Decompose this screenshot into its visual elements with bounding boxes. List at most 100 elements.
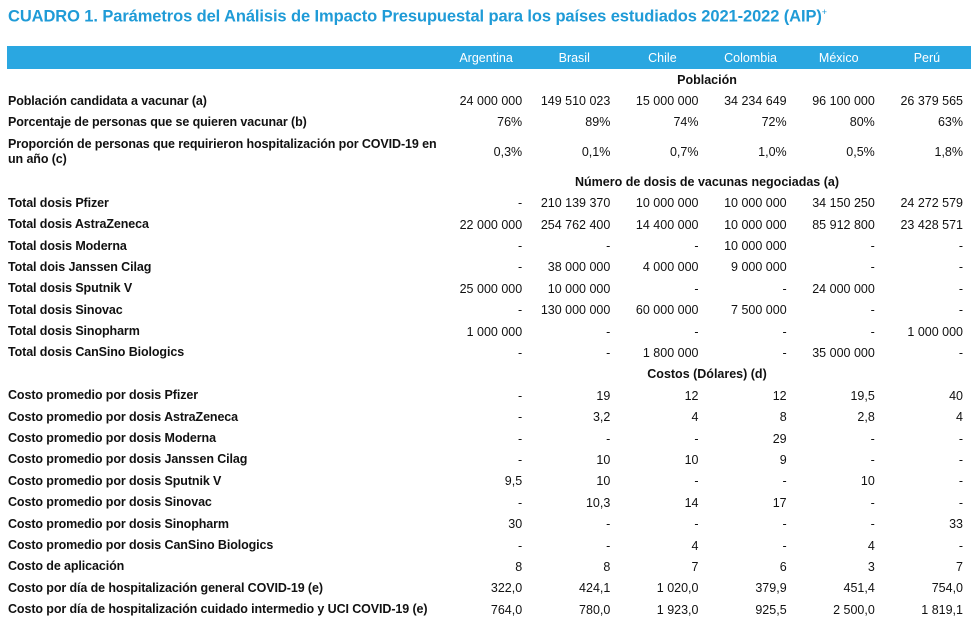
section-heading-row: Población [7,69,971,90]
cell-value: 25 000 000 [459,281,523,296]
cell-value: 7 500 000 [731,303,787,318]
header-country: México [794,46,883,69]
cell-value: 0,3% [493,145,523,160]
header-country: Colombia [706,46,795,69]
table-row: Costo promedio por dosis Sinovac - 10,3 14 1… [7,492,971,513]
cell-value: - [518,410,523,425]
cell-value: - [694,431,699,446]
section-spacer [7,364,442,385]
cell-value: - [958,303,963,318]
cell-value: - [782,538,787,553]
table-row: Total dosis Sinopharm 1 000 000 - - - - 1 000 … [7,321,971,342]
table-row: Total dosis Sinovac - 130 000 000 60 000 00… [7,300,971,321]
cell-value: - [870,260,875,275]
cell-value: 24 272 579 [900,196,963,211]
cell-value: 29 [772,431,787,446]
cell-value: 4 [691,410,699,425]
cell-value: 72% [761,115,787,130]
cell-value: 30 [508,517,523,532]
cell-value: 10 [860,474,875,489]
table-row: Total dois Janssen Cilag - 38 000 000 4 000… [7,257,971,278]
row-label: Total dosis CanSino Biologics [8,345,185,360]
cell-value: - [958,260,963,275]
cell-value: 85 912 800 [812,217,875,232]
cell-value: - [518,495,523,510]
cell-value: 130 000 000 [540,303,611,318]
table-row: Costo por día de hospitalización cuidado… [7,599,971,620]
cell-value: - [606,517,611,532]
table-row: Total dosis Moderna - - - 10 000 000 - - [7,235,971,256]
cell-value: 17 [772,495,787,510]
cell-value: 12 [772,388,787,403]
cell-value: 1,8% [934,145,964,160]
row-label: Proporción de personas que requirieron h… [8,137,437,167]
table-header: Argentina Brasil Chile Colombia México P… [7,46,971,69]
cell-value: - [958,345,963,360]
cell-value: 1 000 000 [466,324,523,339]
header-country: Perú [882,46,971,69]
header-corner [7,46,443,69]
cell-value: 1 819,1 [921,602,963,617]
cell-value: - [958,239,963,254]
cell-value: - [782,281,787,296]
cell-value: 12 [684,388,699,403]
cell-value: 8 [779,410,787,425]
cell-value: 15 000 000 [635,94,699,109]
cell-value: - [870,495,875,510]
row-label: Porcentaje de personas que se quieren va… [8,114,307,129]
cell-value: - [870,239,875,254]
cell-value: - [518,303,523,318]
cell-value: - [518,260,523,275]
row-label: Costo promedio por dosis Moderna [8,431,216,446]
cell-value: 19 [596,388,611,403]
cell-value: 4 [956,410,963,425]
cell-value: 33 [949,517,963,532]
table-row: Proporción de personas que requirieron h… [7,133,971,171]
row-label: Total dosis Pfizer [8,195,109,210]
cell-value: - [958,495,963,510]
row-label: Población candidata a vacunar (a) [8,93,207,108]
parameters-table: Argentina Brasil Chile Colombia México P… [7,46,971,620]
cell-value: 14 [684,495,699,510]
table-row: Costo promedio por dosis Pfizer - 19 12 12 19… [7,385,971,406]
row-label: Costo promedio por dosis Sinovac [8,495,212,510]
cell-value: - [518,345,523,360]
cell-value: 76% [497,115,523,130]
cell-value: - [782,345,787,360]
table-row: Costo por día de hospitalización general… [7,578,971,599]
cell-value: - [870,431,875,446]
cell-value: - [694,281,699,296]
cell-value: 254 762 400 [540,217,611,232]
cell-value: 10,3 [585,495,611,510]
cell-value: 8 [515,559,523,574]
cell-value: 754,0 [931,581,963,596]
row-label: Costo promedio por dosis AstraZeneca [8,409,239,424]
cell-value: 24 000 000 [812,281,875,296]
cell-value: - [782,324,787,339]
cell-value: 149 510 023 [540,94,611,109]
cell-value: 10 000 000 [724,217,787,232]
cell-value: 7 [691,559,699,574]
cell-value: 10 000 000 [635,196,699,211]
cell-value: 8 [603,559,611,574]
table-body: Población Población candidata a vacunar (… [7,69,971,620]
cell-value: - [518,538,523,553]
cell-value: - [606,538,611,553]
cell-value: 925,5 [755,602,787,617]
row-label: Costo promedio por dosis Janssen Cilag [8,452,248,467]
cell-value: - [518,239,523,254]
cell-value: - [518,431,523,446]
cell-value: - [694,239,699,254]
cell-value: 1 923,0 [656,602,699,617]
cell-value: 7 [956,559,963,574]
cell-value: 26 379 565 [900,94,963,109]
cell-value: - [782,474,787,489]
row-label: Costo promedio por dosis CanSino Biologi… [8,538,274,552]
cell-value: 10 [684,452,699,467]
cell-value: 4 000 000 [642,260,699,275]
table-row: Total dosis AstraZeneca 22 000 000 254 762… [7,214,971,235]
row-label: Costo promedio por dosis Pfizer [8,388,198,403]
cell-value: - [606,345,611,360]
row-label: Costo por día de hospitalización cuidado… [8,602,428,617]
cell-value: - [958,538,963,553]
